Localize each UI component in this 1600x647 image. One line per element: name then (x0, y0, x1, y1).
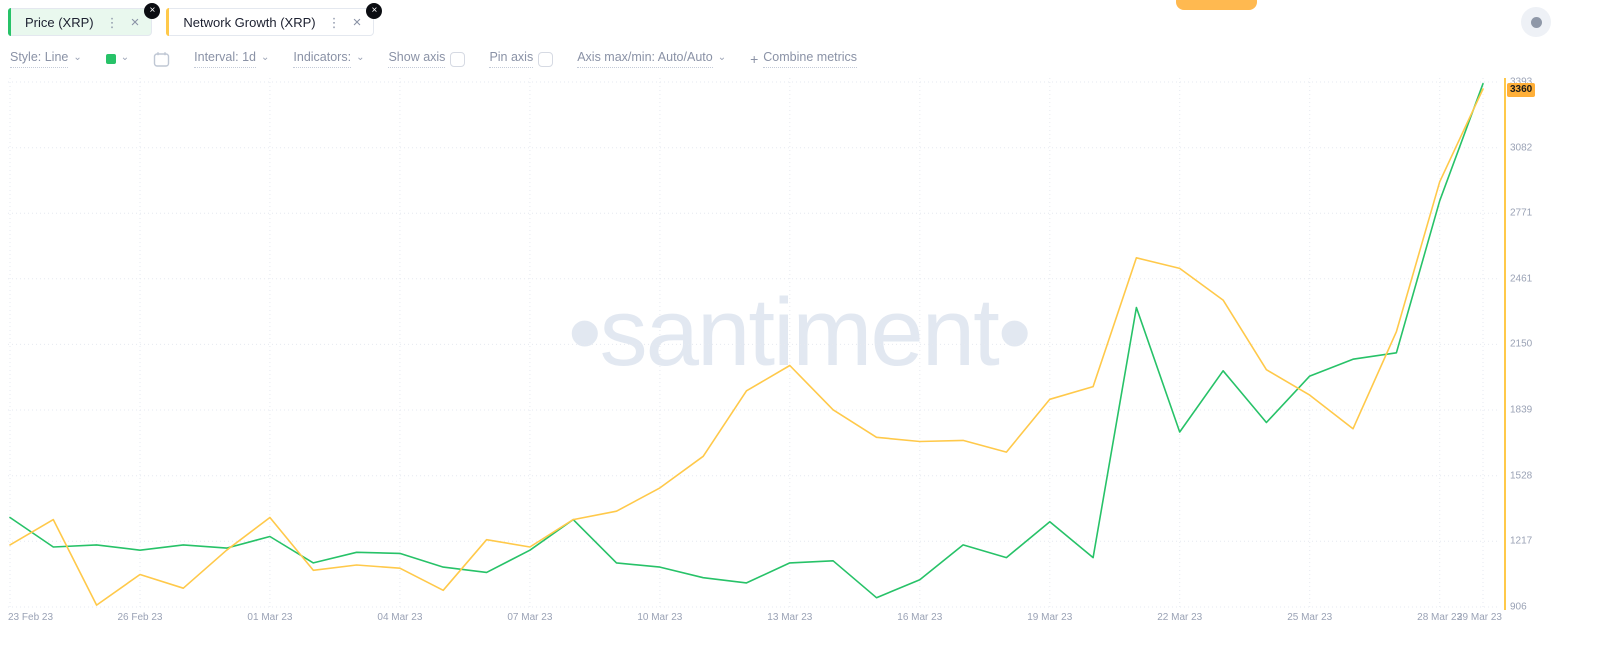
chevron-down-icon: ⌄ (356, 52, 365, 63)
kebab-menu-icon[interactable]: ⋮ (327, 14, 341, 30)
style-dropdown-label: Style: Line (10, 50, 69, 68)
y-axis-tick-label: 1528 (1510, 470, 1533, 482)
kebab-menu-icon[interactable]: ⋮ (105, 14, 119, 30)
y-axis-tick-label: 2150 (1510, 338, 1533, 350)
y-axis: 3393 3082 2771 2461 2150 1839 1528 1217 906 (1510, 76, 1590, 613)
clipped-orange-element[interactable] (1176, 0, 1257, 10)
pin-axis-toggle[interactable]: Pin axis (489, 50, 554, 68)
color-swatch (105, 54, 116, 64)
x-axis: 23 Feb 23 26 Feb 23 01 Mar 23 04 Mar 23 07 M… (0, 612, 1600, 628)
pin-axis-label: Pin axis (489, 50, 534, 68)
right-axis-line (1504, 78, 1506, 610)
chip-label: Price (XRP) (25, 14, 94, 30)
x-axis-tick-label: 26 Feb 23 (117, 612, 163, 623)
y-axis-tick-label: 2461 (1510, 273, 1533, 285)
x-axis-tick-label: 04 Mar 23 (377, 612, 423, 623)
color-picker-dropdown[interactable]: ⌄ (105, 52, 130, 64)
axis-maxmin-label: Axis max/min: Auto/Auto (577, 50, 713, 68)
x-axis-tick-label: 07 Mar 23 (507, 612, 553, 623)
interval-dropdown[interactable]: Interval: 1d ⌄ (194, 50, 269, 68)
chevron-down-icon: ⌄ (261, 52, 270, 63)
calendar-button[interactable] (153, 51, 170, 68)
chevron-down-icon: ⌄ (120, 52, 130, 63)
calendar-icon (153, 51, 170, 67)
chevron-down-icon: ⌄ (73, 52, 82, 63)
show-axis-label: Show axis (388, 50, 446, 68)
combine-metrics-label: Combine metrics (763, 50, 858, 68)
plus-icon: + (750, 51, 759, 67)
chart-toolbar: Style: Line ⌄ ⌄ Interval: 1d ⌄ Indicator… (10, 50, 858, 68)
remove-metric-badge[interactable]: × (366, 3, 383, 19)
chip-label: Network Growth (XRP) (183, 14, 316, 30)
chip-accent-bar (166, 8, 170, 36)
y-axis-tick-label: 3082 (1510, 142, 1533, 154)
close-icon[interactable]: × (352, 13, 362, 31)
combine-metrics-button[interactable]: + Combine metrics (750, 50, 858, 68)
indicators-dropdown[interactable]: Indicators: ⌄ (293, 50, 364, 68)
pin-axis-checkbox[interactable] (538, 51, 554, 67)
x-axis-tick-label: 16 Mar 23 (897, 612, 943, 623)
x-axis-tick-label: 25 Mar 23 (1287, 612, 1333, 623)
metric-chip-price[interactable]: Price (XRP) ⋮ × × (8, 3, 161, 36)
x-axis-tick-label: 29 Mar 23 (1456, 612, 1502, 623)
current-value-badge: 3360 (1507, 83, 1536, 97)
x-axis-tick-label: 23 Feb 23 (8, 612, 54, 623)
circle-dot-icon (1530, 16, 1542, 28)
show-axis-toggle[interactable]: Show axis (388, 50, 466, 68)
axis-maxmin-dropdown[interactable]: Axis max/min: Auto/Auto ⌄ (577, 50, 726, 68)
y-axis-tick-label: 3393 (1510, 76, 1533, 88)
x-axis-tick-label: 22 Mar 23 (1157, 612, 1203, 623)
y-axis-tick-label: 1839 (1510, 404, 1533, 416)
metric-chips-row: Price (XRP) ⋮ × × Network Growth (XRP) ⋮… (8, 3, 383, 36)
x-axis-tick-label: 13 Mar 23 (767, 612, 813, 623)
y-axis-tick-label: 1217 (1510, 535, 1533, 547)
chevron-down-icon: ⌄ (717, 52, 727, 63)
y-axis-tick-label: 906 (1510, 601, 1527, 613)
metric-chip-network-growth[interactable]: Network Growth (XRP) ⋮ × × (166, 3, 383, 36)
close-icon[interactable]: × (130, 13, 140, 31)
price-line (9, 82, 1484, 599)
theme-toggle-button[interactable] (1521, 7, 1551, 37)
y-axis-tick-label: 2771 (1510, 207, 1533, 219)
network-growth-line (9, 88, 1484, 606)
indicators-dropdown-label: Indicators: (293, 50, 352, 68)
x-axis-tick-label: 28 Mar 23 (1417, 612, 1463, 623)
style-dropdown[interactable]: Style: Line ⌄ (10, 50, 82, 68)
interval-dropdown-label: Interval: 1d (194, 50, 256, 68)
chart-canvas[interactable] (8, 78, 1500, 610)
x-axis-tick-label: 01 Mar 23 (247, 612, 293, 623)
show-axis-checkbox[interactable] (450, 51, 466, 67)
chip-accent-bar (8, 8, 11, 36)
remove-metric-badge[interactable]: × (144, 3, 161, 19)
x-axis-tick-label: 10 Mar 23 (637, 612, 683, 623)
chart-plot-area[interactable]: •santiment• (8, 78, 1500, 610)
x-axis-tick-label: 19 Mar 23 (1027, 612, 1073, 623)
